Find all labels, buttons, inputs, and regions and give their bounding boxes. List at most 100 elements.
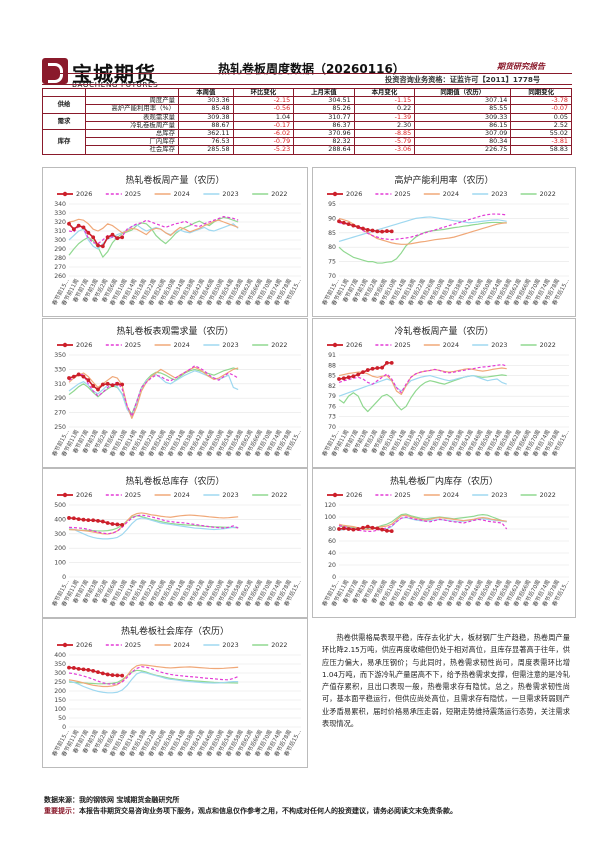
data-point-2026 [361, 370, 365, 375]
series-line-2025 [338, 213, 507, 241]
data-point-2026 [115, 381, 120, 386]
data-point-2026 [81, 225, 86, 230]
chart-svg: 250270290310330350春节前15...春节前11周春节前7周春节前… [50, 341, 303, 458]
legend-marker-2026 [332, 492, 338, 498]
legend-label-2026: 2026 [76, 341, 92, 349]
series-line-2025 [68, 215, 239, 245]
chart-panel-hrc-demand: 热轧卷板表观需求量（农历） 250 270 290 310 330 350 春节前15... 春… [42, 318, 308, 468]
data-point-2026 [375, 229, 380, 234]
y-tick-label: 200 [54, 688, 66, 695]
data-point-2026 [115, 673, 120, 678]
data-point-2026 [110, 383, 115, 388]
chart-title: 热轧卷板总库存（农历） [125, 477, 225, 487]
legend-label-2025: 2025 [394, 341, 410, 349]
summary-row: 需求 表观需求量 309.38 1.04 310.77 -1.39 309.33 0.05 [42, 112, 572, 131]
summary-header-row: 本周值 环比变化 上月末值 本月变化 同期值（农历） 同期变化 [42, 87, 572, 98]
data-point-2026 [380, 365, 385, 370]
summary-value-cell: 58.83 [510, 145, 572, 155]
y-tick-label: 76 [328, 403, 336, 410]
y-tick-label: 280 [54, 255, 66, 262]
data-point-2026 [380, 229, 385, 234]
legend-label-2026: 2026 [76, 491, 92, 499]
data-point-2026 [91, 668, 96, 673]
summary-row: 冷轧卷板周产量 88.67 -0.17 86.37 2.30 86.15 2.52 [43, 120, 572, 131]
y-tick-label: 300 [54, 670, 66, 677]
y-tick-label: 150 [54, 697, 66, 704]
data-point-2026 [81, 374, 86, 379]
data-point-2026 [370, 366, 375, 371]
y-tick-label: 260 [54, 273, 66, 280]
data-point-2026 [71, 516, 76, 521]
summary-header-cell: 本周值 [178, 87, 234, 98]
y-tick-label: 0 [62, 724, 66, 731]
legend-label-2022: 2022 [271, 641, 287, 649]
y-tick-label: 290 [54, 246, 66, 253]
series-line-2025 [338, 363, 507, 394]
chart-panel-total-inventory: 热轧卷板总库存（农历） 0 100 200 300 400 500 春节前15... 春节前11… [42, 468, 308, 618]
y-tick-label: 100 [324, 514, 336, 521]
data-point-2026 [365, 368, 370, 372]
data-point-2026 [375, 366, 380, 370]
data-point-2026 [120, 235, 125, 240]
data-point-2026 [96, 518, 100, 523]
data-point-2026 [356, 225, 361, 229]
series-line-2024 [338, 367, 507, 396]
y-tick-label: 90 [328, 215, 336, 222]
chart-svg: 050100150200250300350400春节前15...春节前11周春节… [50, 641, 303, 758]
chart-title: 热轧卷板社会库存（农历） [120, 627, 229, 637]
series-line-2025 [68, 365, 239, 417]
data-point-2026 [351, 223, 356, 228]
legend-label-2025: 2025 [125, 190, 141, 198]
y-tick-label: 500 [54, 502, 66, 509]
legend-label-2023: 2023 [491, 491, 507, 499]
y-tick-label: 80 [328, 244, 336, 251]
legend-label-2025: 2025 [125, 341, 141, 349]
chart-title: 热轧卷板表观需求量（农历） [116, 327, 234, 337]
series-line-2022 [68, 515, 239, 532]
chart-svg: 020406080100120春节前15...春节前11周春节前7周春节前3周春… [320, 491, 571, 608]
series-line-2026 [338, 220, 392, 233]
data-point-2026 [71, 374, 76, 379]
y-tick-label: 0 [62, 574, 66, 581]
y-tick-label: 70 [328, 424, 336, 431]
data-point-2026 [67, 516, 71, 520]
data-point-2026 [76, 517, 81, 522]
summary-header-cell: 同期变化 [510, 87, 572, 98]
legend-label-2026: 2026 [76, 190, 92, 198]
y-tick-label: 200 [54, 545, 66, 552]
series-line-2024 [68, 512, 239, 535]
y-tick-label: 350 [54, 352, 66, 359]
logo-cn: 宝城期货 [72, 62, 156, 86]
summary-group-cell: 库存 [42, 129, 86, 155]
data-point-2026 [91, 235, 96, 240]
y-tick-label: 0 [332, 574, 336, 581]
data-point-2026 [81, 667, 86, 672]
y-tick-label: 20 [328, 562, 336, 569]
y-tick-label: 70 [328, 273, 336, 280]
series-line-2024 [68, 218, 239, 237]
legend-label-2022: 2022 [540, 341, 556, 349]
summary-header-cell: 同期值（农历） [414, 87, 512, 98]
summary-value-cell: -0.07 [510, 104, 572, 114]
y-tick-label: 340 [54, 201, 66, 208]
data-point-2026 [375, 526, 380, 531]
chart-panel-social-inventory: 热轧卷板社会库存（农历） 0 50 100 150 200 250 300 350 400 春节前1… [42, 618, 308, 768]
series-line-2024 [68, 664, 239, 688]
data-point-2026 [370, 228, 375, 233]
y-tick-label: 75 [328, 259, 336, 266]
data-point-2026 [356, 527, 361, 531]
summary-value-cell: 285.58 [178, 145, 234, 155]
y-tick-label: 95 [328, 201, 336, 208]
y-tick-label: 85 [328, 373, 336, 380]
y-tick-label: 88 [328, 362, 336, 369]
legend-label-2025: 2025 [394, 190, 410, 198]
analysis-paragraph: 热卷供需格局表现平稳，库存去化扩大，板材钢厂生产趋稳，热卷周产量环比降2.15万… [322, 633, 570, 729]
summary-row: 社会库存 285.58 -5.23 288.64 -3.06 226.75 58.83 [43, 145, 572, 155]
logo-mark-icon [42, 58, 68, 84]
disclaimer-text: 本报告非期货交易咨询业务项下服务，观点和信息仅作参考之用，不构成对任何人的投资建… [79, 807, 457, 815]
legend-marker-2026 [62, 642, 68, 648]
legend-label-2022: 2022 [271, 341, 287, 349]
data-point-2026 [337, 377, 341, 381]
legend-label-2023: 2023 [222, 190, 238, 198]
y-tick-label: 50 [58, 715, 66, 722]
